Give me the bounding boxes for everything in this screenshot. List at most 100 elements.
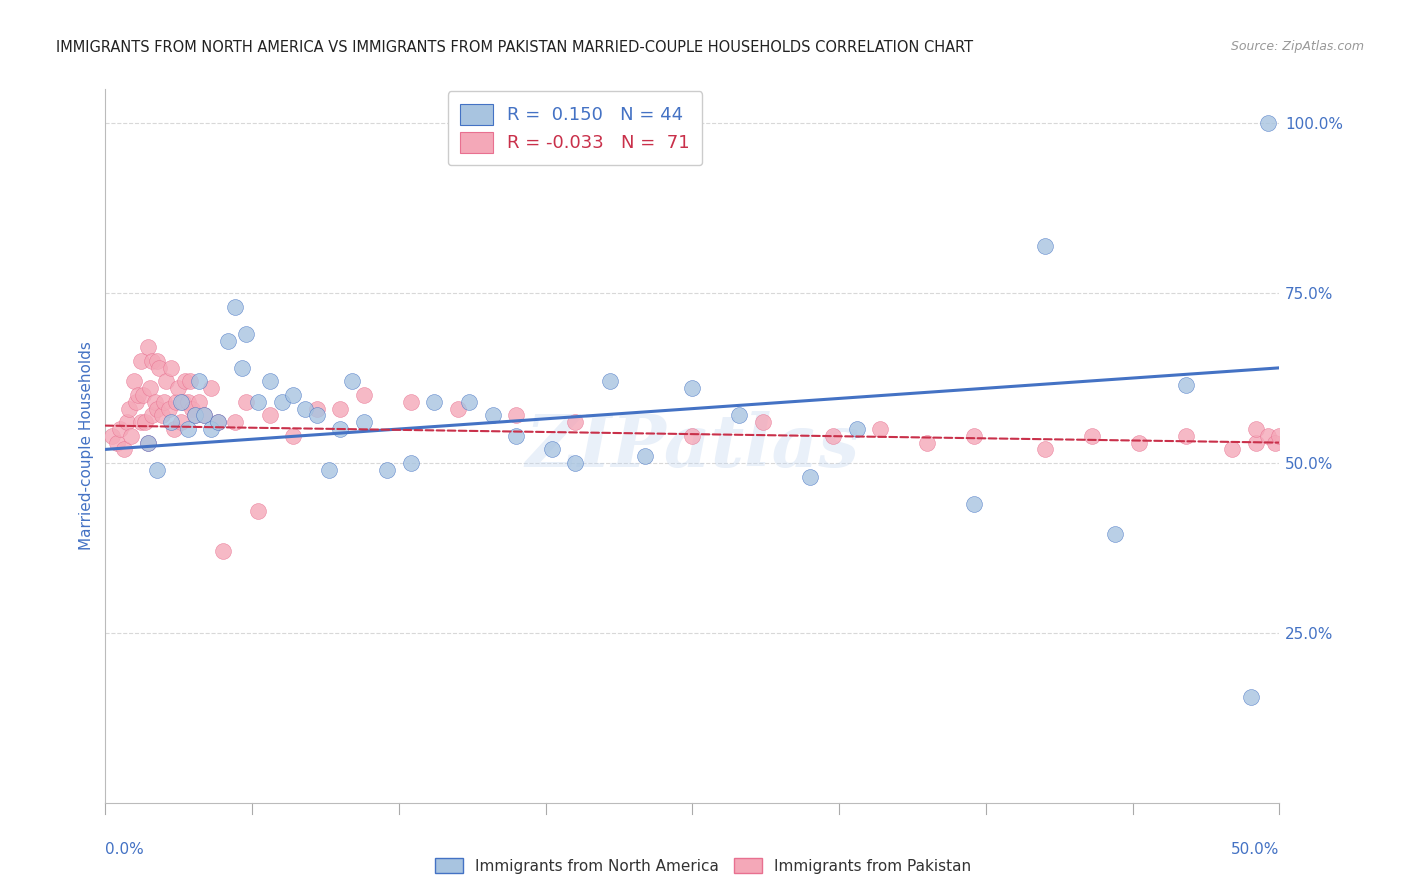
Point (231, 360, 253, 375)
Text: 0.0%: 0.0% (105, 842, 145, 857)
Point (458, 394, 481, 409)
Point (681, 429, 703, 443)
Text: ZIPatlas: ZIPatlas (526, 410, 859, 482)
Point (305, 401, 328, 416)
Point (153, 394, 176, 409)
Point (115, 415, 138, 429)
Point (150, 409, 173, 423)
Point (270, 394, 292, 409)
Point (318, 463, 340, 477)
Point (157, 401, 180, 416)
Point (353, 415, 375, 429)
Point (353, 388, 375, 402)
Point (259, 375, 281, 389)
Point (169, 394, 191, 409)
Point (1264, 435, 1286, 450)
Legend: R =  0.150   N = 44, R = -0.033   N =  71: R = 0.150 N = 44, R = -0.033 N = 71 (447, 91, 703, 165)
Point (446, 401, 468, 416)
Point (211, 544, 233, 558)
Point (375, 463, 398, 477)
Point (1244, 435, 1267, 450)
Point (599, 375, 621, 389)
Point (224, 300, 246, 314)
Point (146, 401, 169, 416)
Point (728, 409, 751, 423)
Point (634, 449, 657, 463)
Point (169, 415, 191, 429)
Point (247, 503, 270, 517)
Point (564, 415, 586, 429)
Legend: Immigrants from North America, Immigrants from Pakistan: Immigrants from North America, Immigrant… (429, 852, 977, 880)
Text: Source: ZipAtlas.com: Source: ZipAtlas.com (1230, 40, 1364, 54)
Point (108, 422, 131, 436)
Point (160, 415, 183, 429)
Point (340, 375, 363, 389)
Point (132, 388, 155, 402)
Point (1268, 429, 1291, 443)
Point (136, 341, 159, 355)
Point (176, 422, 198, 436)
Point (399, 456, 422, 470)
Point (101, 429, 124, 443)
Point (167, 381, 190, 395)
Point (540, 442, 562, 457)
Point (505, 409, 527, 423)
Point (188, 375, 211, 389)
Point (174, 375, 197, 389)
Point (423, 394, 446, 409)
Text: 50.0%: 50.0% (1232, 842, 1279, 857)
Point (160, 360, 183, 375)
Point (1244, 422, 1267, 436)
Point (112, 442, 135, 457)
Point (122, 375, 145, 389)
Point (1257, 116, 1279, 130)
Point (141, 409, 163, 423)
Point (207, 415, 229, 429)
Point (136, 435, 159, 450)
Point (146, 354, 169, 368)
Point (1080, 429, 1102, 443)
Point (564, 456, 586, 470)
Point (193, 409, 215, 423)
Point (1240, 690, 1263, 705)
Point (125, 394, 148, 409)
Point (134, 415, 156, 429)
Point (207, 415, 229, 429)
Point (1174, 377, 1197, 392)
Point (127, 388, 149, 402)
Point (224, 415, 246, 429)
Point (1104, 527, 1126, 541)
Point (329, 401, 352, 416)
Point (105, 435, 128, 450)
Point (294, 401, 316, 416)
Point (181, 401, 204, 416)
Point (482, 409, 505, 423)
Point (1033, 238, 1056, 252)
Point (305, 409, 328, 423)
Point (915, 435, 938, 450)
Point (179, 375, 201, 389)
Point (505, 429, 527, 443)
Point (1128, 435, 1150, 450)
Point (172, 394, 194, 409)
Point (141, 354, 163, 368)
Point (129, 354, 152, 368)
Point (1257, 429, 1279, 443)
Point (120, 429, 142, 443)
Text: IMMIGRANTS FROM NORTH AMERICA VS IMMIGRANTS FROM PAKISTAN MARRIED-COUPLE HOUSEHO: IMMIGRANTS FROM NORTH AMERICA VS IMMIGRA… (56, 40, 973, 55)
Point (963, 429, 986, 443)
Point (118, 401, 141, 416)
Point (143, 394, 166, 409)
Point (162, 422, 184, 436)
Point (681, 381, 703, 395)
Point (752, 415, 775, 429)
Point (799, 469, 821, 483)
Point (1222, 442, 1244, 457)
Point (1174, 429, 1197, 443)
Point (869, 422, 891, 436)
Point (823, 429, 845, 443)
Point (146, 463, 169, 477)
Point (200, 381, 222, 395)
Point (183, 409, 205, 423)
Point (1033, 442, 1056, 457)
